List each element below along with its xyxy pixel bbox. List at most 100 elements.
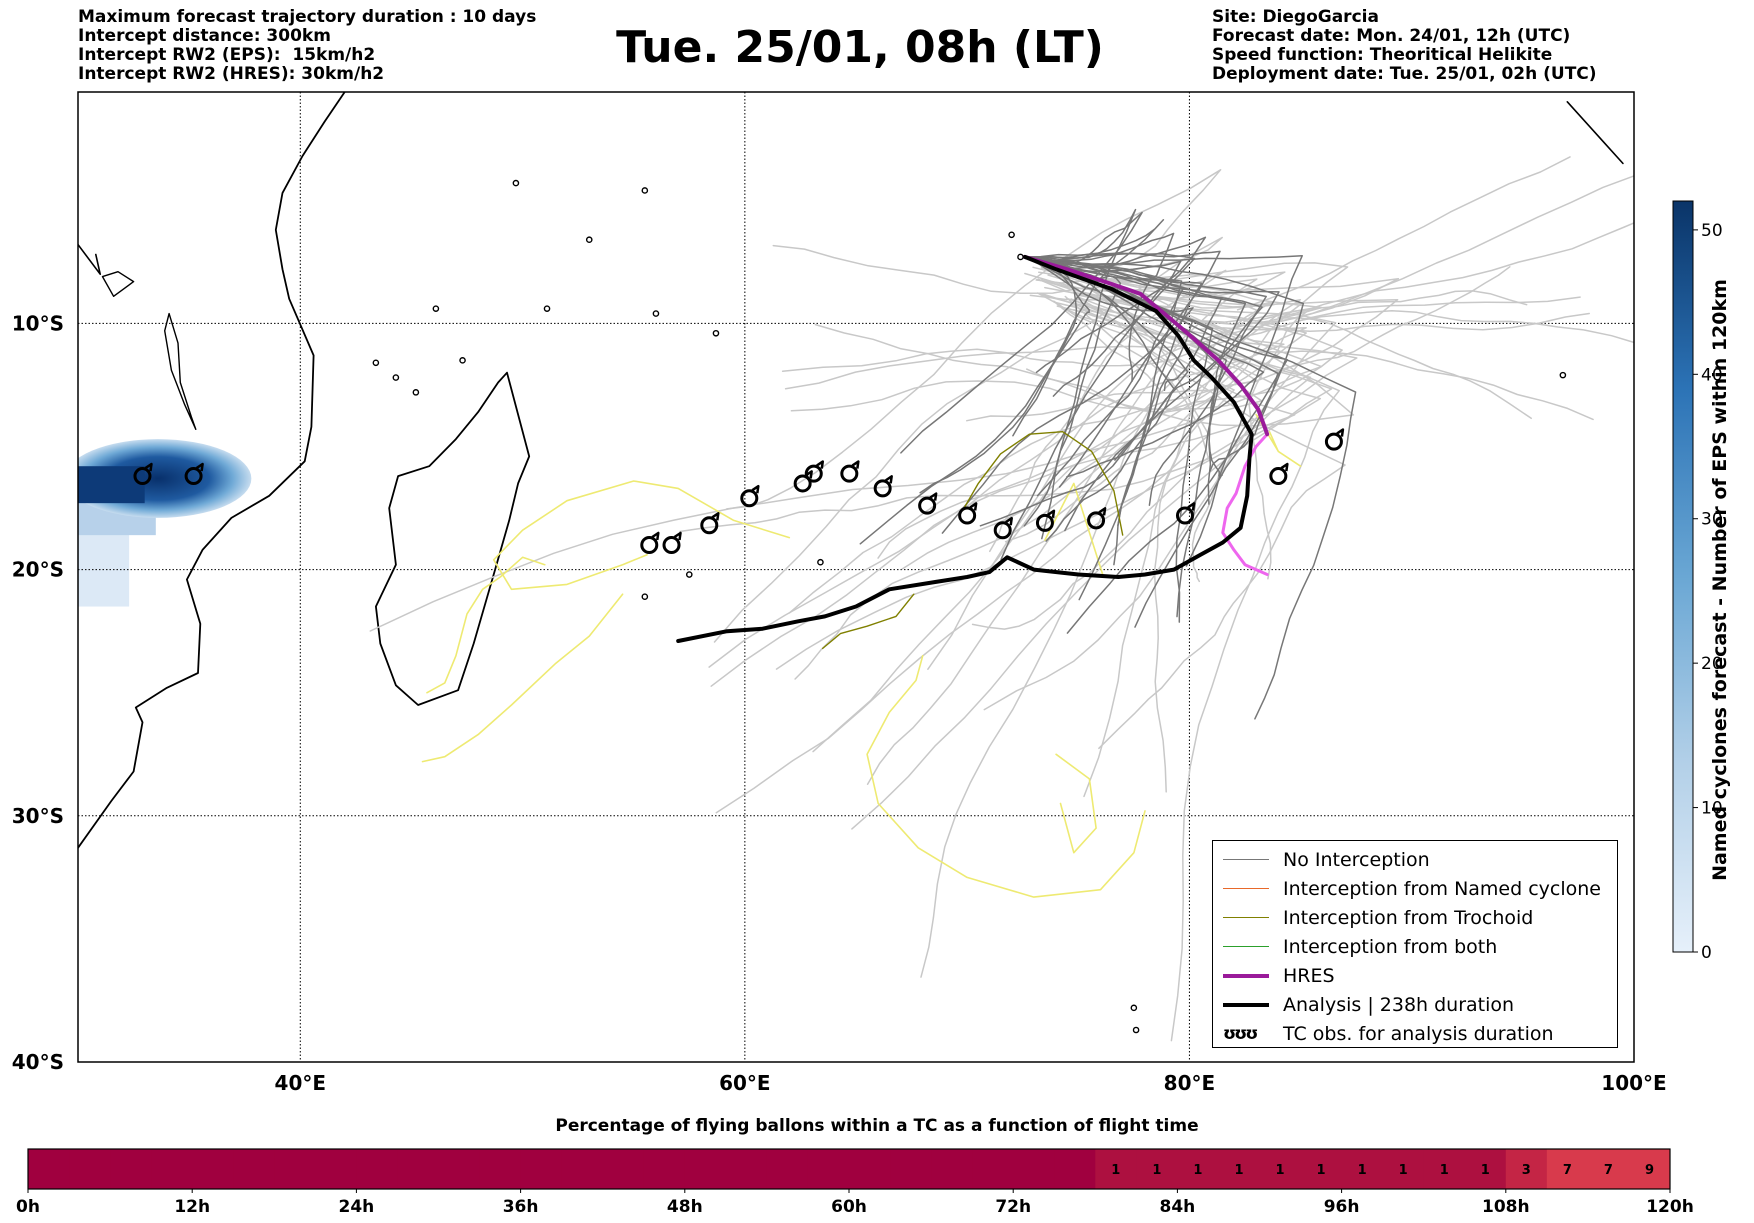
tc-obs-marker <box>958 502 978 525</box>
flight-cell-value: 1 <box>1481 1163 1490 1178</box>
site-line: Site: DiegoGarcia <box>1212 7 1379 27</box>
tc-obs-marker <box>700 512 720 535</box>
light-track <box>1198 312 1590 332</box>
light-track <box>1300 309 1634 344</box>
legend-item: Interception from Trochoid <box>1223 903 1617 932</box>
flight-cell <box>972 1149 1014 1189</box>
tc-obs-ring <box>184 467 203 486</box>
islet <box>641 187 649 194</box>
tc-obs-ring <box>662 535 681 554</box>
africa-coast <box>78 92 346 849</box>
yellow-track <box>421 593 624 763</box>
tc-obs-ring <box>840 464 859 483</box>
tc-obs-hook <box>1280 462 1289 472</box>
map-title: Tue. 25/01, 08h (LT) <box>616 22 1104 73</box>
tc-obs-hook <box>851 460 860 469</box>
tc-obs-marker <box>740 484 760 508</box>
legend-item: Interception from Named cyclone <box>1223 874 1617 903</box>
no-interception-track <box>979 256 1189 527</box>
lake-coast <box>78 243 101 275</box>
light-track <box>679 295 1210 533</box>
flight-cell-value: 1 <box>1234 1163 1243 1178</box>
no-interception-track <box>941 256 1194 534</box>
tc-obs-ring <box>133 467 152 486</box>
tc-obs-marker <box>918 492 938 515</box>
no-interception-track <box>1000 252 1196 561</box>
legend-item: Interception from both <box>1223 932 1617 961</box>
hres-track <box>1022 254 1270 437</box>
flight-cell <box>602 1149 645 1189</box>
yellow-track <box>1055 753 1097 854</box>
lake-malawi <box>164 312 197 430</box>
trochoid-track <box>962 431 1124 536</box>
flight-cell <box>1546 1149 1589 1189</box>
no-interception-track <box>1024 255 1303 567</box>
tc-obs-hook <box>751 484 760 494</box>
tc-obs-hook <box>1098 507 1107 516</box>
flight-cell <box>110 1149 152 1189</box>
flight-hour-label: 60h <box>831 1197 867 1217</box>
flight-cell-value: 1 <box>1317 1163 1326 1178</box>
flight-cell <box>28 1149 70 1189</box>
param-line: Maximum forecast trajectory duration : 1… <box>78 7 537 27</box>
islet <box>512 179 520 187</box>
flight-cell-value: 1 <box>1440 1163 1449 1178</box>
tc-obs-marker <box>640 531 660 554</box>
tc-obs-ring <box>1035 513 1054 532</box>
islet <box>817 558 824 566</box>
flight-hour-label: 24h <box>339 1197 375 1217</box>
no-interception-track <box>1024 256 1228 477</box>
light-track <box>1274 266 1511 372</box>
islet <box>459 357 466 364</box>
flight-hour-label: 12h <box>174 1197 210 1217</box>
flight-cell <box>890 1149 932 1189</box>
legend-label: Interception from Trochoid <box>1283 906 1534 929</box>
tc-obs-ring <box>1087 511 1106 530</box>
tc-obs-hook <box>1047 509 1056 519</box>
tc-obs-hook <box>144 462 153 472</box>
flight-cell <box>356 1149 398 1189</box>
tc-obs-hook <box>1336 428 1345 437</box>
tc-obs-ring <box>1175 506 1194 525</box>
colorbar-tick-label: 0 <box>1701 943 1712 963</box>
flight-hour-label: 36h <box>503 1197 539 1217</box>
site-line: Deployment date: Tue. 25/01, 02h (UTC) <box>1212 64 1597 84</box>
lat-label: 30°S <box>12 804 64 828</box>
flight-hour-label: 48h <box>667 1197 703 1217</box>
flight-bar-title: Percentage of flying ballons within a TC… <box>555 1116 1199 1136</box>
yellow-track <box>426 556 546 694</box>
flight-cell <box>1587 1149 1630 1189</box>
no-interception-track <box>900 211 1143 454</box>
density-core <box>78 466 145 504</box>
no-interception-track <box>1024 256 1267 506</box>
flight-cell <box>1341 1149 1384 1189</box>
flight-cell <box>233 1149 275 1189</box>
lat-label: 20°S <box>12 558 64 582</box>
map-frame <box>77 91 1635 1063</box>
tc-obs-hook <box>711 512 720 521</box>
lat-label: 40°S <box>12 1050 64 1074</box>
site-info: Site: DiegoGarcia Forecast date: Mon. 24… <box>1212 8 1597 84</box>
islet <box>543 305 551 312</box>
lon-label: 80°E <box>1164 1071 1216 1095</box>
flight-cell <box>479 1149 522 1189</box>
colorbar-tick-label: 30 <box>1701 510 1723 530</box>
legend-label: Interception from both <box>1283 935 1498 958</box>
flight-cell <box>766 1149 809 1189</box>
colorbar-tick-label: 40 <box>1701 365 1723 385</box>
flight-cell-value: 7 <box>1604 1163 1613 1178</box>
islet <box>432 305 440 312</box>
no-interception-track <box>1024 256 1184 497</box>
light-track <box>814 267 1355 427</box>
flight-cell <box>1464 1149 1507 1189</box>
no-interception-track <box>1024 208 1137 540</box>
tc-obs-ring <box>958 506 977 525</box>
tc-obs-hook <box>929 492 938 501</box>
light-track <box>1258 175 1634 325</box>
flight-cell <box>397 1149 439 1189</box>
named-cyclone-density <box>78 439 252 607</box>
light-track <box>708 297 1358 668</box>
legend-label: TC obs. for analysis duration <box>1283 1022 1554 1045</box>
lon-label: 100°E <box>1601 1071 1666 1095</box>
eps-tracks-yellow <box>421 413 1302 898</box>
